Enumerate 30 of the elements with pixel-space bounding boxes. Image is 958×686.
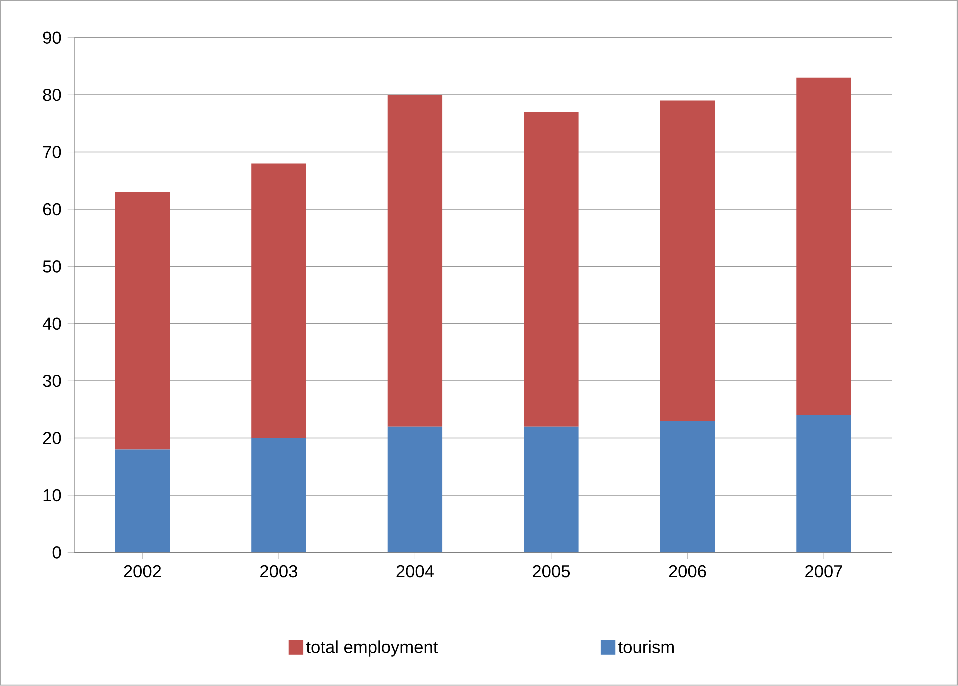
- x-tick-label: 2004: [396, 565, 434, 578]
- bar: [524, 112, 579, 427]
- legend-label: tourism: [618, 640, 674, 654]
- bar: [252, 164, 306, 438]
- bar: [796, 78, 852, 416]
- bar: [115, 192, 170, 450]
- y-tick-label: 70: [43, 146, 62, 158]
- y-tick-label: 0: [52, 546, 62, 559]
- y-tick-label: 30: [43, 374, 62, 388]
- bar: [660, 421, 716, 553]
- bar: [388, 426, 443, 553]
- y-tick-label: 60: [43, 203, 62, 216]
- y-tick-label: 20: [43, 432, 62, 444]
- y-tick-label: 50: [43, 260, 62, 273]
- y-tick-label: 10: [44, 489, 62, 502]
- x-tick-label: 2007: [806, 565, 842, 578]
- bar: [524, 426, 579, 553]
- y-tick-label: 40: [42, 318, 62, 330]
- bar: [388, 95, 443, 427]
- x-tick-label: 2002: [124, 565, 162, 578]
- bar: [252, 438, 306, 553]
- y-tick-label: 80: [43, 88, 62, 102]
- legend-label: total employment: [306, 640, 438, 657]
- bar: [115, 450, 170, 553]
- x-tick-label: 2006: [669, 565, 706, 578]
- x-tick-label: 2005: [533, 565, 570, 578]
- x-tick-label: 2003: [260, 565, 298, 578]
- bar: [796, 415, 852, 553]
- y-tick-label: 90: [43, 32, 62, 44]
- bar: [660, 100, 716, 422]
